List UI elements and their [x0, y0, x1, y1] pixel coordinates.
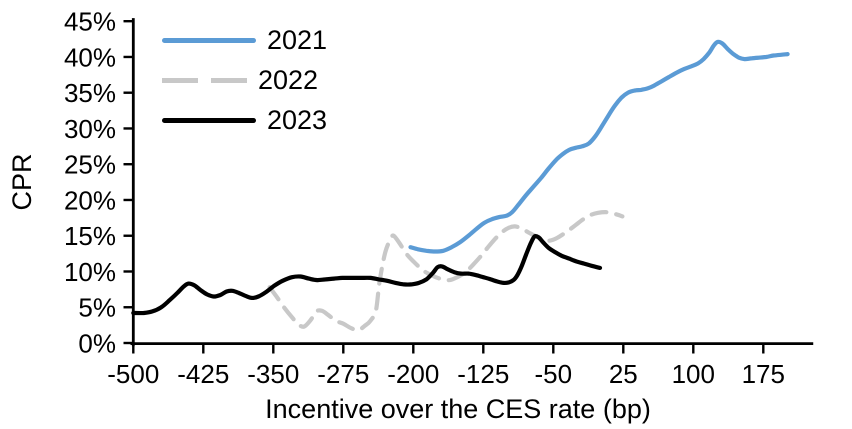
y-axis-title: CPR [7, 153, 37, 210]
x-tick-label: 100 [672, 359, 715, 389]
x-tick-label: -50 [535, 359, 573, 389]
axes: 0% 5% 10% 15% 20% 25% 30% 35% 40% 45% -500 -425 -350… [64, 7, 814, 389]
series-line-2022 [267, 209, 625, 333]
x-tick-label: 175 [742, 359, 785, 389]
series-line-2021 [408, 39, 790, 254]
x-tick-label: -125 [457, 359, 509, 389]
y-tick-label: 15% [64, 221, 116, 251]
legend-label-2022: 2022 [258, 64, 319, 95]
y-tick-label: 5% [78, 293, 116, 323]
legend-swatch-2021 [162, 37, 256, 43]
legend: 2021 2022 2023 [162, 20, 327, 140]
y-tick-label: 40% [64, 42, 116, 72]
x-tick-label: -200 [387, 359, 439, 389]
y-tick-label: 0% [78, 329, 116, 359]
legend-label-2021: 2021 [267, 24, 328, 55]
series-line-2023 [131, 233, 603, 316]
x-tick-label: -350 [247, 359, 299, 389]
x-tick-label: -275 [317, 359, 369, 389]
x-tick-label: -500 [107, 359, 159, 389]
y-tick-label: 10% [64, 257, 116, 287]
legend-swatch-2022 [162, 77, 247, 83]
legend-item-2022: 2022 [162, 60, 327, 100]
legend-swatch-2023 [162, 117, 256, 123]
x-tick-label: -425 [177, 359, 229, 389]
y-tick-label: 35% [64, 78, 116, 108]
series-lines [131, 39, 790, 333]
y-tick-label: 30% [64, 114, 116, 144]
y-tick-label: 45% [64, 7, 116, 37]
y-tick-label: 25% [64, 150, 116, 180]
legend-item-2023: 2023 [162, 100, 327, 140]
x-axis-title: Incentive over the CES rate (bp) [265, 394, 651, 424]
x-tick-label: 25 [609, 359, 638, 389]
y-tick-label: 20% [64, 185, 116, 215]
legend-item-2021: 2021 [162, 20, 327, 60]
legend-label-2023: 2023 [267, 104, 328, 135]
